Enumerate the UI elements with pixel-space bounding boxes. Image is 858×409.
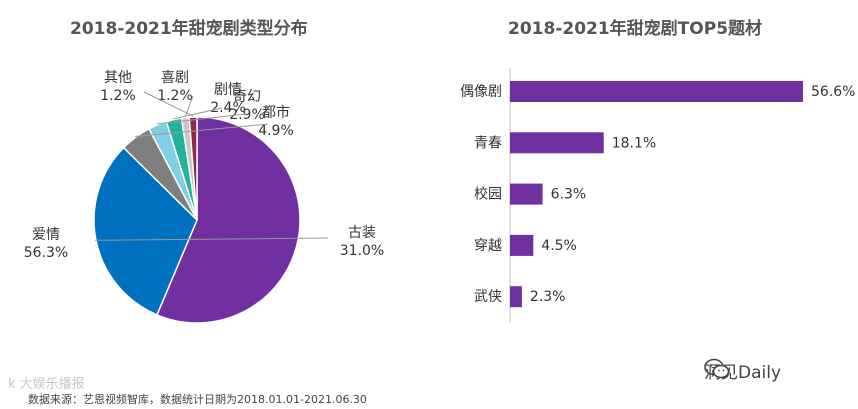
bar-value-2: 6.3% [551, 187, 587, 203]
pie-value-3: 2.9% [229, 107, 265, 123]
source-note: 数据来源：艺恩视频智库，数据统计日期为2018.01.01-2021.06.30 [28, 393, 367, 406]
bar-chart-title: 2018-2021年甜宠剧TOP5题材 [508, 19, 763, 39]
bar-category-4: 武侠 [474, 289, 502, 305]
bar-category-3: 穿越 [474, 238, 502, 254]
brand: 洞见Daily [704, 358, 781, 383]
wechat-icon [704, 358, 730, 379]
pie-label-3: 奇幻 [233, 88, 261, 105]
pie-label-2: 都市 [262, 104, 290, 121]
pie-leader-3 [157, 113, 247, 125]
pie-leader-2 [134, 123, 269, 137]
pie-leader-4 [173, 107, 223, 120]
pie-value-2: 4.9% [258, 123, 294, 139]
bar-category-2: 校园 [474, 186, 502, 203]
pie-label-5: 喜剧 [161, 70, 189, 86]
bar-category-0: 偶像剧 [460, 84, 502, 100]
pie-label-1: 古装 [348, 225, 376, 241]
pie-value-6: 1.2% [100, 88, 136, 104]
watermark: k 大娱乐播报 [8, 377, 85, 392]
bar-value-3: 4.5% [541, 238, 577, 254]
pie-slice-6 [188, 116, 198, 221]
pie-value-1: 31.0% [340, 243, 384, 259]
bar-3 [510, 234, 534, 256]
bar-value-4: 2.3% [530, 289, 566, 305]
bar-value-0: 56.6% [811, 84, 855, 100]
bar-category-1: 青春 [474, 135, 502, 151]
pie-leader-1 [94, 237, 329, 241]
bar-2 [510, 183, 543, 205]
pie-slice-0 [155, 116, 301, 324]
pie-value-0: 56.3% [24, 245, 68, 261]
bar-value-1: 18.1% [612, 135, 656, 151]
pie-chart-title: 2018-2021年甜宠剧类型分布 [70, 19, 308, 39]
pie-label-0: 爱情 [32, 227, 60, 243]
pie-label-6: 其他 [104, 70, 132, 86]
pie-leader-6 [143, 91, 194, 117]
bar-4 [510, 286, 522, 308]
bar-0 [510, 81, 803, 102]
bar-1 [510, 132, 604, 154]
pie-label-4: 剧情 [214, 82, 242, 98]
pie-value-4: 2.4% [210, 100, 246, 116]
pie-value-5: 1.2% [157, 88, 193, 104]
